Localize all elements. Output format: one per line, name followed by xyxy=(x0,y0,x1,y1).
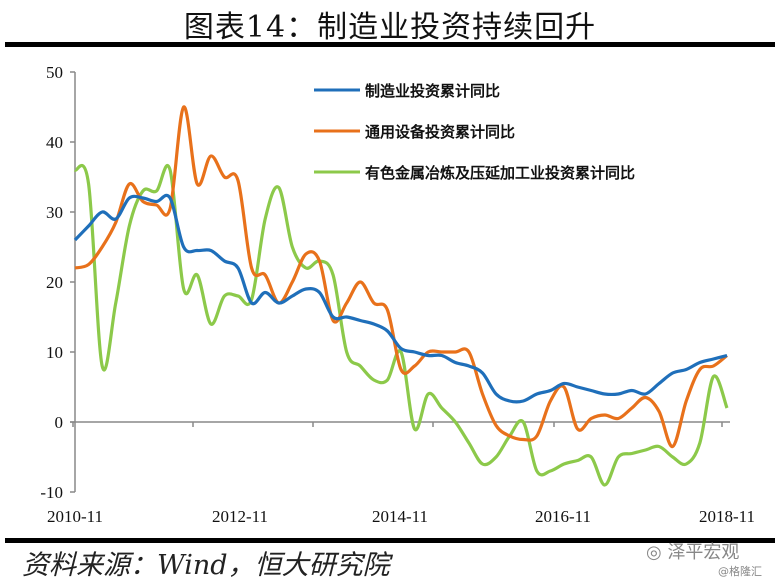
y-tick-label: 20 xyxy=(46,273,63,292)
series-line xyxy=(73,193,728,404)
line-chart: -10 0 10 20 30 40 50 2010-11 2012-11 2014-11 2016-… xyxy=(40,63,755,526)
series-line xyxy=(74,105,729,449)
y-tick-label: 40 xyxy=(46,133,63,152)
y-tick-label: -10 xyxy=(40,483,63,502)
x-tick-label: 2014-11 xyxy=(372,507,428,526)
watermark: ◎ 泽平宏观 xyxy=(646,542,740,563)
y-tick-label: 30 xyxy=(46,203,63,222)
x-tick-label: 2016-11 xyxy=(535,507,591,526)
legend-label: 通用设备投资累计同比 xyxy=(365,123,515,141)
source-note: 资料来源：Wind，恒大研究院 xyxy=(22,550,390,581)
title-divider xyxy=(5,42,775,47)
series-lines xyxy=(73,105,729,487)
axes: -10 0 10 20 30 40 50 2010-11 2012-11 2014-11 2016-… xyxy=(40,63,755,526)
wechat-icon: ◎ xyxy=(646,542,668,563)
legend-label: 有色金属冶炼及压延加工业投资累计同比 xyxy=(365,164,635,182)
series-line xyxy=(73,164,729,487)
x-tick-label: 2012-11 xyxy=(212,507,268,526)
x-tick-label: 2018-11 xyxy=(699,507,755,526)
watermark-sub: @格隆汇 xyxy=(718,565,762,578)
y-tick-label: 10 xyxy=(46,343,63,362)
footer-divider xyxy=(5,538,775,543)
y-tick-label: 0 xyxy=(55,413,64,432)
legend-label: 制造业投资累计同比 xyxy=(365,82,500,100)
chart-title: 图表14：制造业投资持续回升 xyxy=(183,10,597,45)
x-tick-label: 2010-11 xyxy=(47,507,103,526)
y-tick-label: 50 xyxy=(46,63,63,82)
